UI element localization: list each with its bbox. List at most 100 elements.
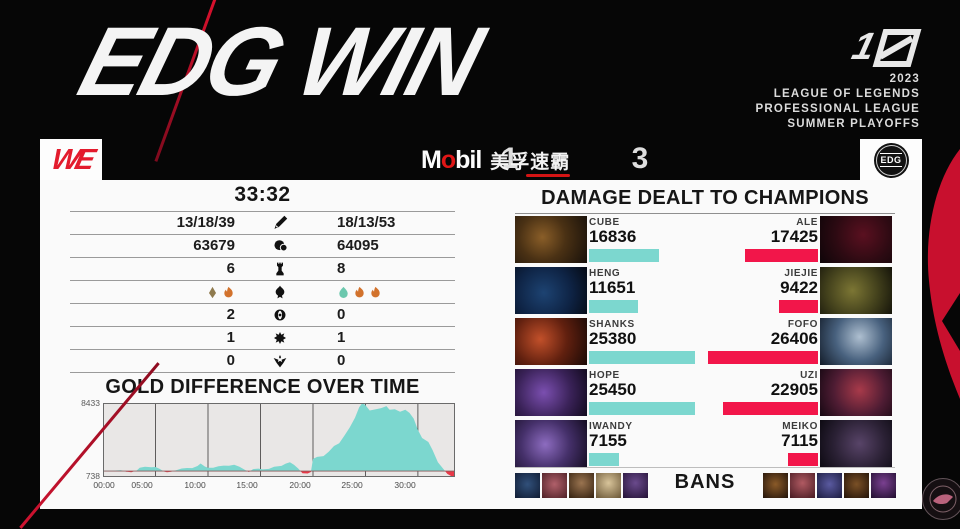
gold-chart-title: GOLD DIFFERENCE OVER TIME (105, 376, 420, 398)
damage-value-right: 9422 (780, 278, 818, 297)
stat-row-gold: 63679 64095 (70, 234, 455, 257)
herald-icon (235, 307, 325, 323)
chart-x-tick: 00:00 (93, 480, 115, 490)
divider (70, 372, 455, 373)
champion-portrait-right (820, 267, 892, 314)
stat-row-barons: 1 1 (70, 326, 455, 349)
champion-portrait-right (820, 216, 892, 263)
champion-portrait-left (515, 369, 587, 416)
ban-champion-thumb (542, 473, 567, 498)
chart-y-min-label: 738 (85, 471, 100, 481)
sponsor-logo: Mobil 美孚速霸 (421, 146, 571, 177)
gold-difference-chart (103, 403, 455, 477)
edg-barons: 1 (337, 329, 346, 346)
damage-value-left: 16836 (589, 227, 637, 246)
edg-heralds: 0 (337, 306, 346, 323)
damage-row: SHANKS 25380 FOFO 26406 (515, 318, 895, 365)
dragon-icon (235, 284, 325, 300)
edg-gold: 64095 (337, 237, 379, 254)
sponsor-chinese-name: 美孚速霸 (490, 147, 571, 177)
ban-champion-thumb (871, 473, 896, 498)
chart-y-max-label: 8433 (81, 398, 100, 408)
divider (70, 234, 455, 235)
event-info: 2023 LEAGUE OF LEGENDS PROFESSIONAL LEAG… (756, 72, 920, 132)
player-name-left: HENG (589, 268, 621, 279)
we-kda: 13/18/39 (176, 214, 235, 231)
player-name-right: UZI (800, 370, 818, 381)
ban-champion-thumb (790, 473, 815, 498)
damage-bar-left (589, 351, 695, 364)
ban-champion-thumb (763, 473, 788, 498)
stats-panel: 33:32 13/18/39 18/13/53 63679 64095 6 8 (40, 180, 922, 509)
win-title: EDG WIN (68, 6, 492, 116)
damage-row: IWANDY 7155 MEIKO 7115 (515, 420, 895, 467)
team-we-logo-box: WE (40, 139, 102, 181)
red-accent-shape (927, 149, 960, 399)
score-bar: WE 1 Mobil 美孚速霸 3 EDG (0, 139, 960, 181)
player-name-right: JIEJIE (784, 268, 818, 279)
elder-icon (235, 353, 325, 369)
damage-bar-left (589, 300, 638, 313)
divider (70, 280, 455, 281)
damage-bar-left (589, 453, 619, 466)
ban-champion-thumb (817, 473, 842, 498)
stat-row-kda: 13/18/39 18/13/53 (70, 211, 455, 234)
ban-champion-thumb (515, 473, 540, 498)
stat-row-heralds: 2 0 (70, 303, 455, 326)
team-edg-logo-box: EDG (860, 139, 922, 181)
damage-value-right: 26406 (770, 329, 818, 348)
damage-value-left: 7155 (589, 431, 627, 450)
damage-row: HOPE 25450 UZI 22905 (515, 369, 895, 416)
sword-icon (235, 214, 325, 231)
edg-kda: 18/13/53 (337, 214, 396, 231)
chart-x-tick: 05:00 (131, 480, 153, 490)
we-elders: 0 (226, 352, 235, 369)
damage-value-right: 7115 (781, 431, 818, 450)
player-name-right: MEIKO (782, 421, 818, 432)
gold-icon (235, 237, 325, 254)
damage-bar-right (708, 351, 818, 364)
damage-row: CUBE 16836 ALE 17425 (515, 216, 895, 263)
ocean-drake-icon (337, 286, 350, 299)
stream-watermark (922, 478, 960, 520)
baron-icon (235, 330, 325, 346)
player-name-left: CUBE (589, 217, 620, 228)
ban-champion-thumb (844, 473, 869, 498)
edg-team-logo: EDG (873, 142, 909, 178)
tower-icon (235, 261, 325, 277)
stat-row-elders: 0 0 (70, 349, 455, 372)
chart-x-tick: 10:00 (184, 480, 206, 490)
stat-row-drakes (70, 280, 455, 303)
chart-x-tick: 25:00 (341, 480, 363, 490)
sponsor-red-o: o (440, 146, 456, 174)
we-heralds: 2 (226, 306, 235, 323)
damage-bar-left (589, 249, 660, 262)
infernal-drake-icon (353, 286, 366, 299)
we-gold: 63679 (193, 237, 235, 254)
gold-chart-svg (103, 403, 455, 477)
damage-value-left: 11651 (589, 278, 636, 297)
player-name-left: HOPE (589, 370, 620, 381)
chart-x-tick: 30:00 (394, 480, 416, 490)
player-name-right: ALE (796, 217, 818, 228)
divider (70, 349, 455, 350)
damage-bar-right (722, 402, 818, 415)
right-team-score: 3 (631, 142, 649, 175)
event-line-league2: PROFESSIONAL LEAGUE (755, 103, 920, 115)
game-time: 33:32 (234, 183, 291, 206)
mountain-drake-icon (206, 286, 219, 299)
champion-portrait-right (820, 369, 892, 416)
champion-portrait-left (515, 267, 587, 314)
edg-drakes (325, 283, 455, 300)
damage-value-right: 22905 (770, 380, 818, 399)
player-name-left: IWANDY (589, 421, 633, 432)
stat-row-towers: 6 8 (70, 257, 455, 280)
damage-row: HENG 11651 JIEJIE 9422 (515, 267, 895, 314)
chart-x-axis-labels: 00:00 05:00 10:00 15:00 20:00 25:00 30:00 (93, 480, 465, 492)
ban-champion-thumb (569, 473, 594, 498)
champion-portrait-left (515, 420, 587, 467)
divider (70, 303, 455, 304)
event-line-year: 2023 (889, 73, 920, 85)
left-team-score: 1 (501, 142, 519, 175)
champion-portrait-right (820, 318, 892, 365)
